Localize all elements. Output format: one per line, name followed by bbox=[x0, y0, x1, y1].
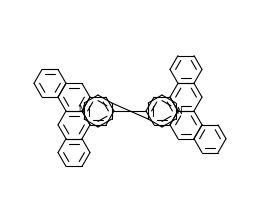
Text: N: N bbox=[176, 107, 182, 117]
Text: N: N bbox=[78, 105, 84, 115]
